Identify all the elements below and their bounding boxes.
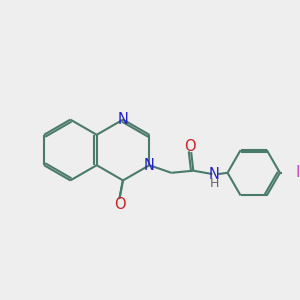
Text: N: N bbox=[118, 112, 128, 127]
Text: O: O bbox=[114, 197, 125, 212]
Text: O: O bbox=[184, 139, 195, 154]
Text: N: N bbox=[208, 167, 219, 182]
Text: I: I bbox=[296, 165, 300, 180]
Text: H: H bbox=[209, 177, 219, 190]
Text: N: N bbox=[144, 158, 155, 173]
